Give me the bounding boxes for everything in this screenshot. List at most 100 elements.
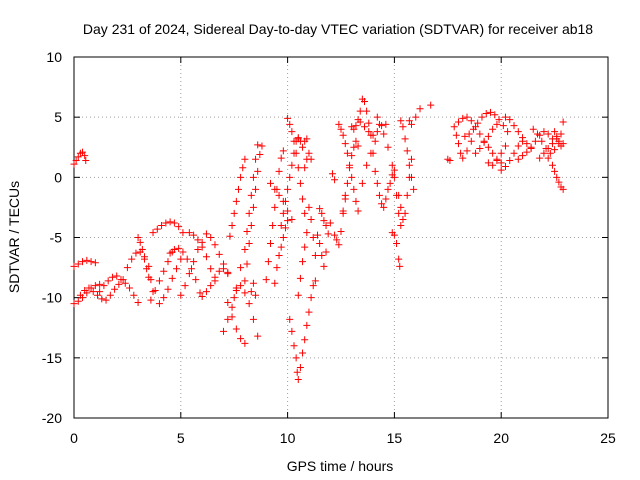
data-point — [407, 173, 415, 181]
data-point — [373, 179, 381, 187]
data-point — [363, 107, 371, 115]
x-tick-label: 25 — [600, 430, 616, 446]
data-point — [348, 152, 356, 160]
data-point — [237, 335, 245, 343]
data-point — [170, 246, 178, 254]
data-point — [175, 223, 183, 231]
data-point — [284, 185, 292, 193]
data-point — [234, 185, 242, 193]
data-point — [341, 140, 349, 148]
data-point — [497, 159, 505, 167]
data-point — [386, 179, 394, 187]
data-point — [309, 234, 317, 241]
data-point — [183, 255, 191, 263]
data-point — [288, 128, 296, 136]
data-point — [343, 179, 351, 187]
data-point — [293, 368, 301, 376]
data-point — [290, 137, 298, 145]
data-point — [360, 123, 368, 131]
data-point — [343, 149, 351, 157]
data-point — [207, 234, 215, 241]
data-point — [395, 191, 403, 199]
data-point — [390, 166, 398, 174]
data-point — [463, 147, 471, 155]
x-tick-label: 20 — [493, 430, 509, 446]
data-point — [249, 315, 257, 323]
data-point — [348, 173, 356, 181]
data-point — [187, 265, 195, 273]
data-point — [553, 173, 561, 181]
data-point — [301, 209, 309, 217]
data-point — [296, 274, 304, 282]
data-point — [450, 123, 458, 131]
data-point — [81, 286, 89, 294]
data-point — [211, 241, 219, 249]
data-point — [350, 143, 358, 151]
data-point — [307, 155, 315, 163]
data-point — [128, 255, 136, 263]
data-point — [271, 185, 279, 193]
data-point — [258, 142, 266, 150]
data-point — [305, 308, 313, 316]
data-point — [70, 262, 78, 270]
data-point — [454, 140, 462, 148]
data-point — [341, 195, 349, 203]
data-point — [510, 149, 518, 157]
data-point — [151, 286, 159, 294]
data-point — [375, 120, 383, 128]
data-point — [497, 166, 505, 174]
data-point — [446, 156, 454, 164]
data-point — [230, 209, 238, 217]
data-point — [301, 243, 309, 251]
data-point — [465, 130, 473, 138]
data-point — [228, 221, 236, 229]
data-point — [405, 117, 413, 125]
data-point — [134, 234, 142, 241]
data-point — [489, 161, 497, 169]
data-point — [305, 203, 313, 211]
data-point — [337, 125, 345, 133]
data-point — [74, 260, 82, 268]
data-points — [70, 95, 567, 383]
data-point — [384, 143, 392, 151]
data-point — [551, 128, 559, 136]
data-point — [254, 167, 262, 175]
data-point — [551, 167, 559, 175]
data-point — [373, 128, 381, 136]
data-point — [399, 215, 407, 223]
data-point — [459, 114, 467, 122]
data-point — [544, 154, 552, 162]
data-point — [314, 231, 322, 239]
data-point — [299, 195, 307, 203]
data-point — [175, 244, 183, 252]
data-point — [215, 267, 223, 275]
data-point — [354, 142, 362, 150]
data-point — [529, 125, 537, 133]
data-point — [207, 265, 215, 273]
data-point — [179, 229, 187, 237]
data-point — [484, 143, 492, 151]
data-point — [501, 113, 509, 121]
data-point — [241, 339, 249, 347]
data-point — [463, 113, 471, 121]
data-point — [335, 120, 343, 128]
y-tick-label: -15 — [42, 350, 62, 366]
data-point — [493, 156, 501, 164]
data-point — [476, 144, 484, 152]
data-point — [489, 125, 497, 133]
data-point — [294, 291, 302, 299]
data-point — [320, 217, 328, 225]
data-point — [243, 260, 251, 268]
data-point — [198, 243, 206, 251]
data-point — [380, 203, 388, 211]
data-point — [179, 248, 187, 256]
data-point — [534, 130, 542, 138]
data-point — [196, 289, 204, 297]
data-point — [202, 230, 210, 238]
data-point — [149, 229, 157, 237]
data-point — [279, 209, 287, 217]
data-point — [382, 120, 390, 128]
data-point — [457, 149, 465, 157]
data-point — [303, 229, 311, 237]
data-point — [501, 163, 509, 171]
